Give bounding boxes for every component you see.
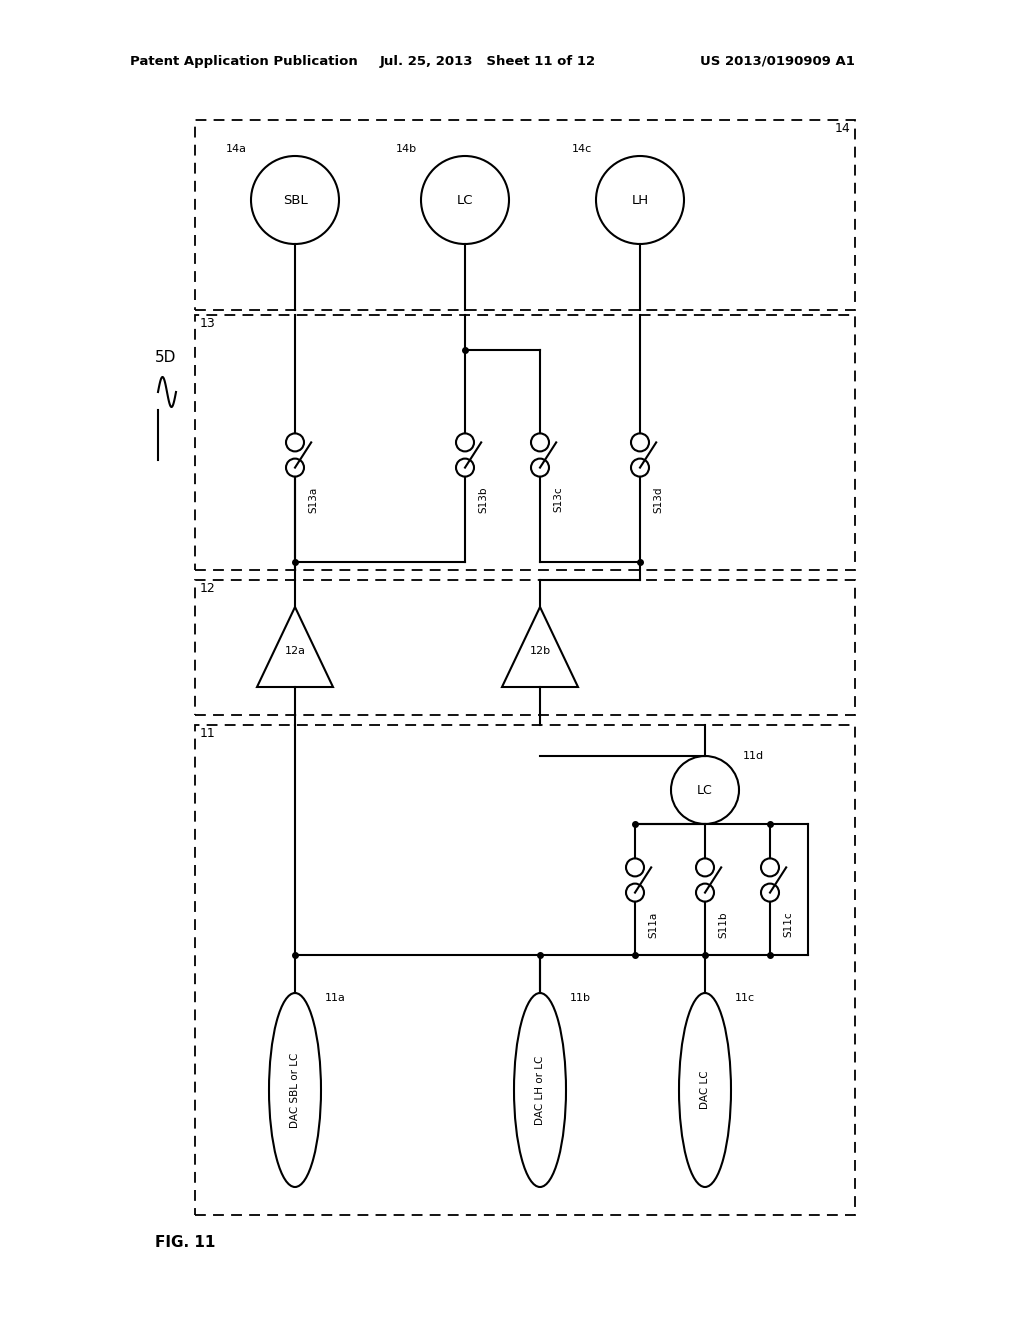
Text: 12a: 12a	[285, 645, 305, 656]
Text: 12b: 12b	[529, 645, 551, 656]
Text: 11b: 11b	[570, 993, 591, 1003]
Text: DAC SBL or LC: DAC SBL or LC	[290, 1052, 300, 1127]
Text: S11b: S11b	[719, 912, 728, 939]
Text: 14a: 14a	[226, 144, 247, 154]
Text: 12: 12	[200, 582, 216, 595]
Text: S11a: S11a	[648, 912, 658, 937]
Bar	[195, 120, 855, 310]
Text: LC: LC	[697, 784, 713, 796]
Text: LH: LH	[632, 194, 648, 206]
Text: Jul. 25, 2013   Sheet 11 of 12: Jul. 25, 2013 Sheet 11 of 12	[380, 55, 596, 69]
Text: 13: 13	[200, 317, 216, 330]
Text: Patent Application Publication: Patent Application Publication	[130, 55, 357, 69]
Text: S13c: S13c	[554, 487, 563, 512]
Text: S13a: S13a	[308, 487, 318, 512]
Text: S11c: S11c	[783, 912, 794, 937]
Bar	[195, 315, 855, 570]
Text: 14c: 14c	[571, 144, 592, 154]
Text: 11d: 11d	[743, 751, 764, 762]
Bar	[195, 725, 855, 1214]
Text: 11: 11	[200, 727, 216, 741]
Text: 11a: 11a	[325, 993, 346, 1003]
Text: 14: 14	[835, 121, 850, 135]
Text: 14b: 14b	[396, 144, 417, 154]
Text: LC: LC	[457, 194, 473, 206]
Text: US 2013/0190909 A1: US 2013/0190909 A1	[700, 55, 855, 69]
Text: SBL: SBL	[283, 194, 307, 206]
Bar	[195, 579, 855, 715]
Text: S13d: S13d	[653, 487, 664, 513]
Text: S13b: S13b	[478, 487, 488, 513]
Text: FIG. 11: FIG. 11	[155, 1236, 215, 1250]
Text: 5D: 5D	[155, 350, 176, 366]
Text: DAC LC: DAC LC	[700, 1071, 710, 1109]
Text: DAC LH or LC: DAC LH or LC	[535, 1055, 545, 1125]
Text: 11c: 11c	[735, 993, 755, 1003]
